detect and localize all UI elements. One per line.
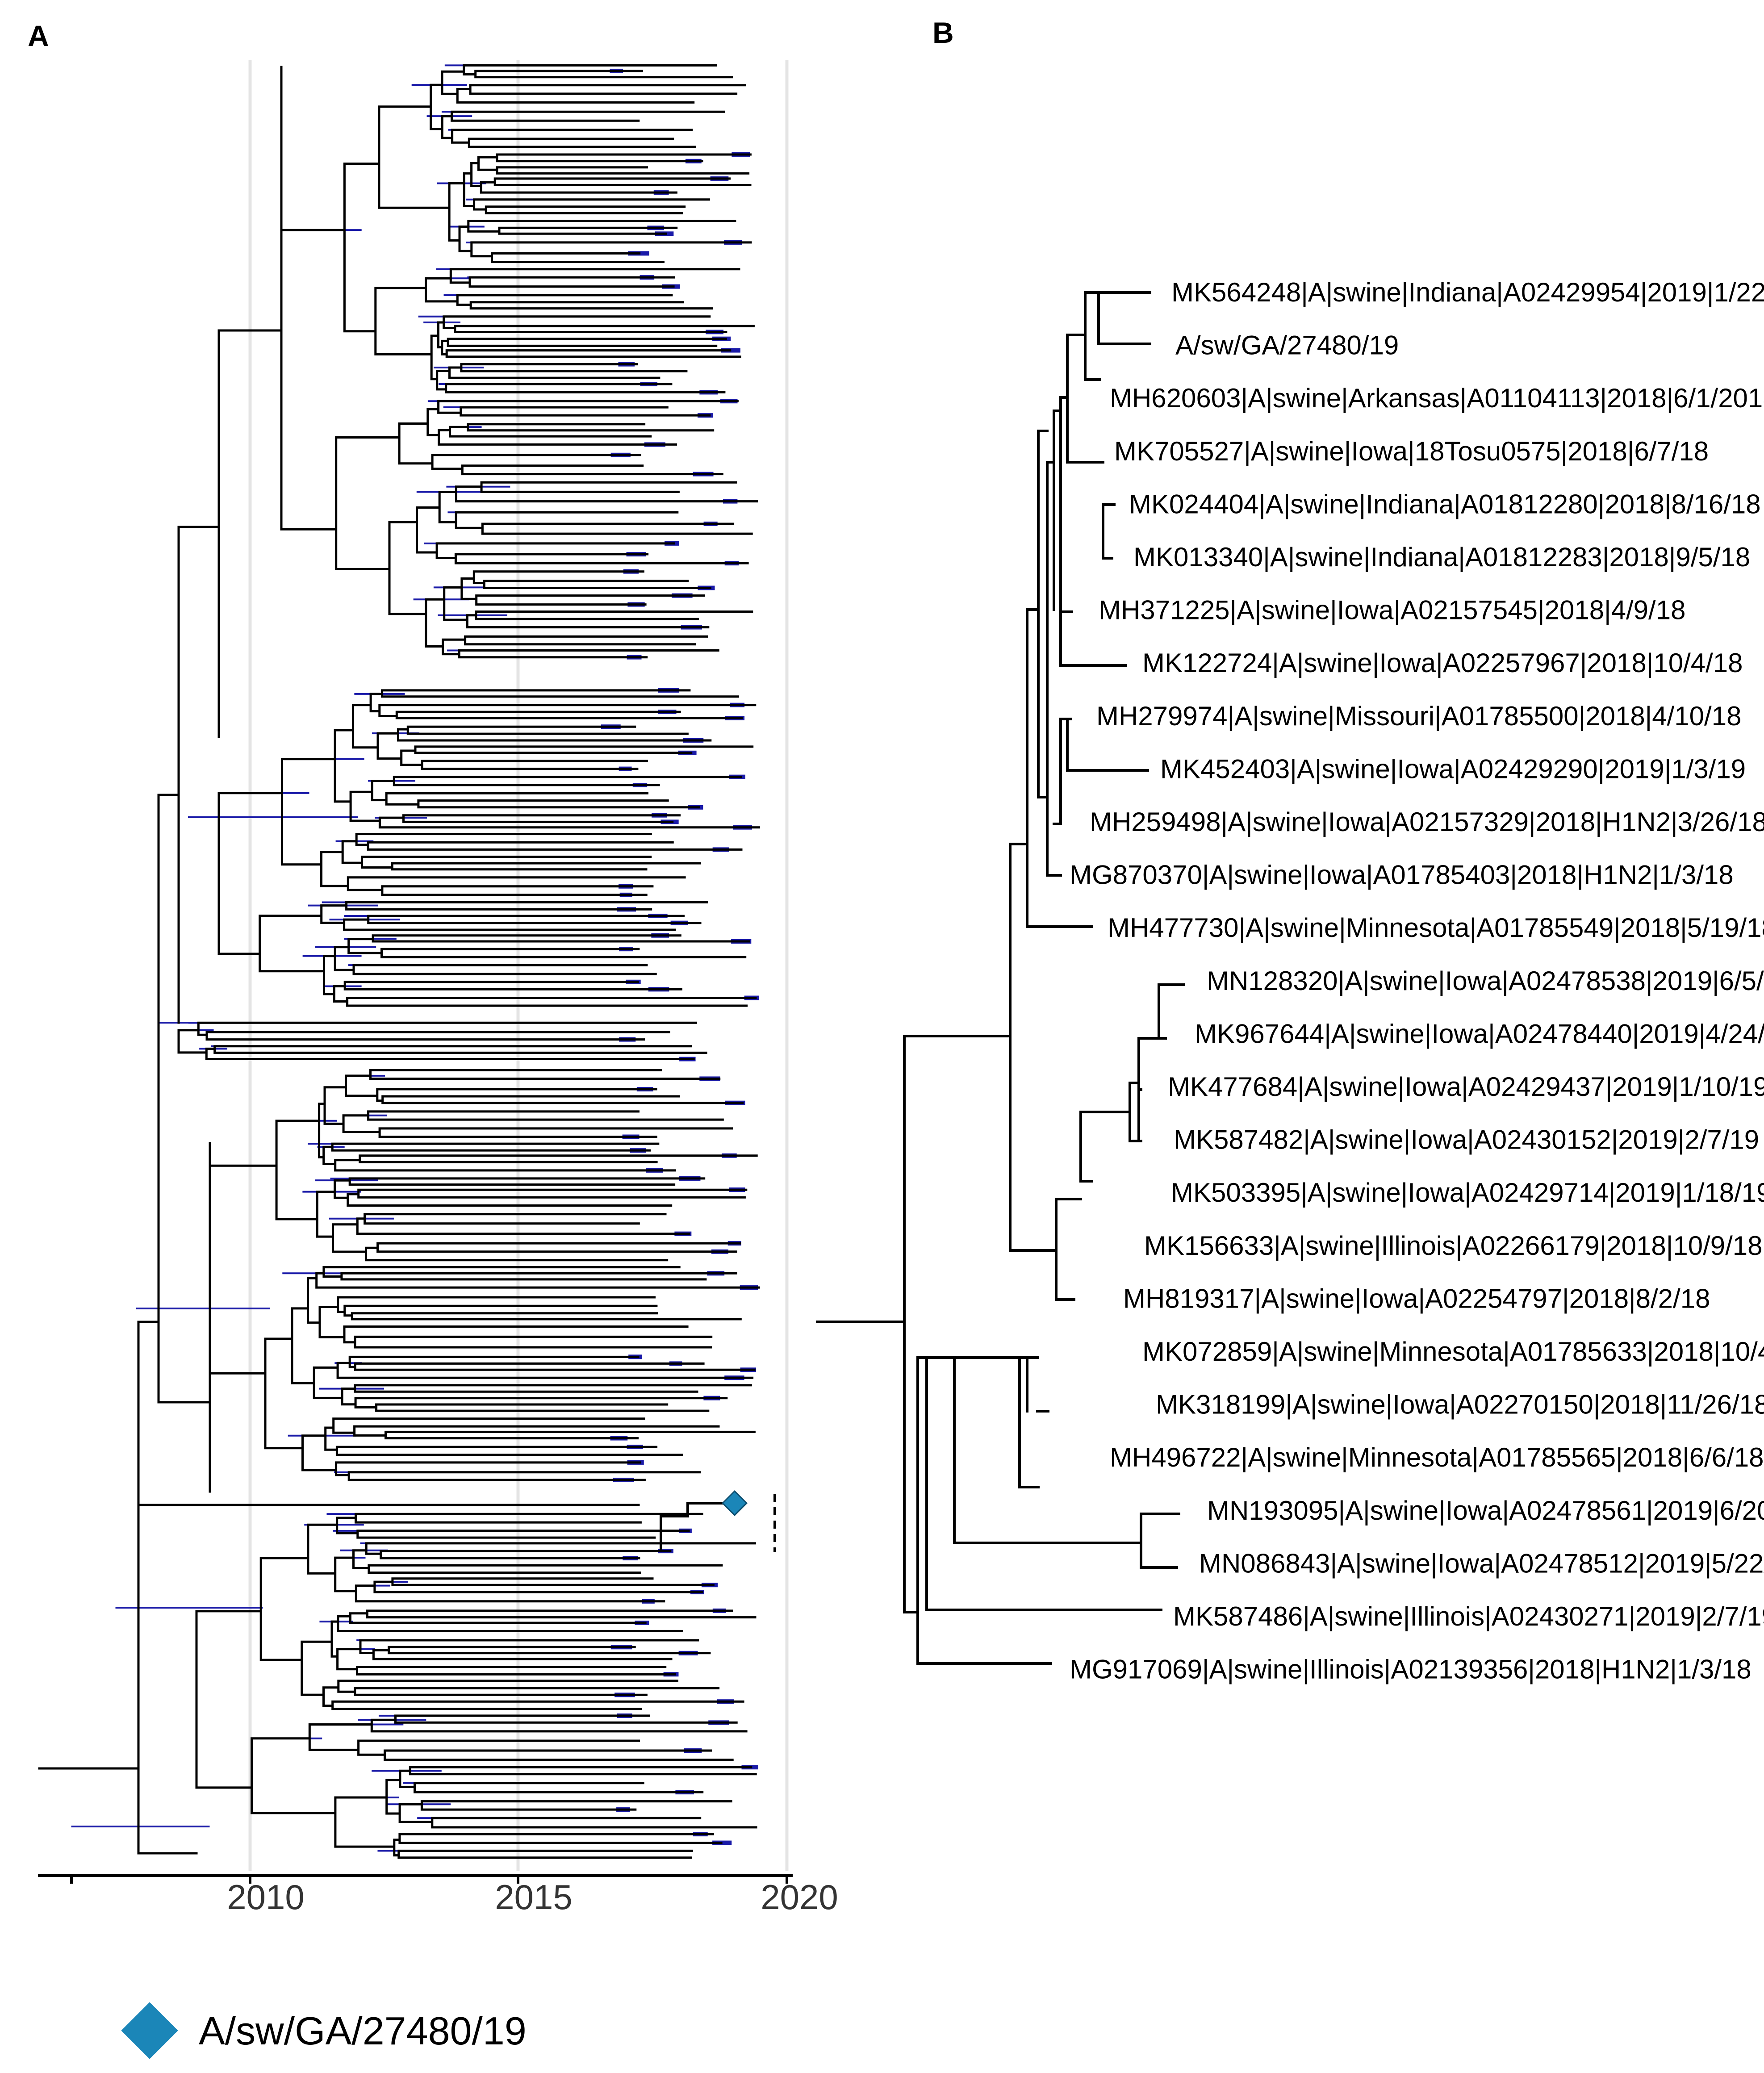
tip-label: MK013340|A|swine|Indiana|A01812283|2018|… <box>1133 542 1750 572</box>
tip-label: MK024404|A|swine|Indiana|A01812280|2018|… <box>1129 489 1761 519</box>
tip-label: MN086843|A|swine|Iowa|A02478512|2019|5/2… <box>1199 1548 1764 1578</box>
tree-a-branches <box>38 64 761 1859</box>
tip-label: MH279974|A|swine|Missouri|A01785500|2018… <box>1096 701 1741 731</box>
tip-label: MK318199|A|swine|Iowa|A02270150|2018|11/… <box>1156 1390 1764 1420</box>
diamond-icon <box>722 1490 748 1516</box>
tip-label: MG917069|A|swine|Illinois|A02139356|2018… <box>1070 1655 1751 1684</box>
tree-a-branch-path <box>38 64 761 1859</box>
tip-label: MK477684|A|swine|Iowa|A02429437|2019|1/1… <box>1168 1072 1764 1102</box>
highlighted-lineage <box>660 1502 727 1551</box>
tip-label: MH477730|A|swine|Minnesota|A01785549|201… <box>1108 913 1764 943</box>
tip-label: MK156633|A|swine|Illinois|A02266179|2018… <box>1144 1231 1763 1261</box>
tip-label: MK122724|A|swine|Iowa|A02257967|2018|10/… <box>1142 648 1743 678</box>
legend-diamond-icon <box>121 2002 178 2059</box>
tip-label: MK967644|A|swine|Iowa|A02478440|2019|4/2… <box>1195 1019 1764 1049</box>
tip-label: MK503395|A|swine|Iowa|A02429714|2019|1/1… <box>1171 1178 1764 1208</box>
tip-label: MH819317|A|swine|Iowa|A02254797|2018|8/2… <box>1123 1283 1710 1313</box>
panel-b-clade-tree: MK564248|A|swine|Indiana|A02429954|2019|… <box>816 277 1764 1684</box>
tip-label: MK587486|A|swine|Illinois|A02430271|2019… <box>1173 1601 1764 1631</box>
tip-label: MK705527|A|swine|Iowa|18Tosu0575|2018|6/… <box>1114 436 1709 466</box>
tick-label-2020: 2020 <box>761 1877 838 1917</box>
tree-b-branches <box>816 291 1185 1665</box>
legend: A/sw/GA/27480/19 <box>121 2002 527 2059</box>
tip-labels: MK564248|A|swine|Indiana|A02429954|2019|… <box>1070 277 1764 1684</box>
highlighted-strain-marker <box>722 1490 776 1552</box>
tip-label: MK564248|A|swine|Indiana|A02429954|2019|… <box>1171 277 1764 307</box>
tip-label: MN128320|A|swine|Iowa|A02478538|2019|6/5… <box>1207 966 1764 996</box>
tip-label: MG870370|A|swine|Iowa|A01785403|2018|H1N… <box>1070 860 1734 890</box>
tip-label: MH259498|A|swine|Iowa|A02157329|2018|H1N… <box>1090 807 1764 837</box>
panel-b-label: B <box>932 16 954 49</box>
tip-label: MK587482|A|swine|Iowa|A02430152|2019|2/7… <box>1174 1125 1759 1155</box>
tip-label: MN193095|A|swine|Iowa|A02478561|2019|6/2… <box>1207 1496 1764 1525</box>
panel-a-label: A <box>28 19 49 52</box>
tick-label-2010: 2010 <box>227 1877 305 1917</box>
tip-label: MK072859|A|swine|Minnesota|A01785633|201… <box>1142 1337 1764 1367</box>
tick-label-2015: 2015 <box>495 1877 573 1917</box>
tip-label: MH620603|A|swine|Arkansas|A01104113|2018… <box>1110 383 1764 413</box>
panel-a-time-scaled-tree: 2010 2015 2020 <box>38 60 838 1917</box>
tip-label: MH496722|A|swine|Minnesota|A01785565|201… <box>1110 1442 1764 1472</box>
tip-label: MK452403|A|swine|Iowa|A02429290|2019|1/3… <box>1160 754 1746 784</box>
legend-label: A/sw/GA/27480/19 <box>199 2009 527 2053</box>
tip-label: A/sw/GA/27480/19 <box>1175 330 1399 360</box>
tip-label: MH371225|A|swine|Iowa|A02157545|2018|4/9… <box>1099 595 1685 625</box>
